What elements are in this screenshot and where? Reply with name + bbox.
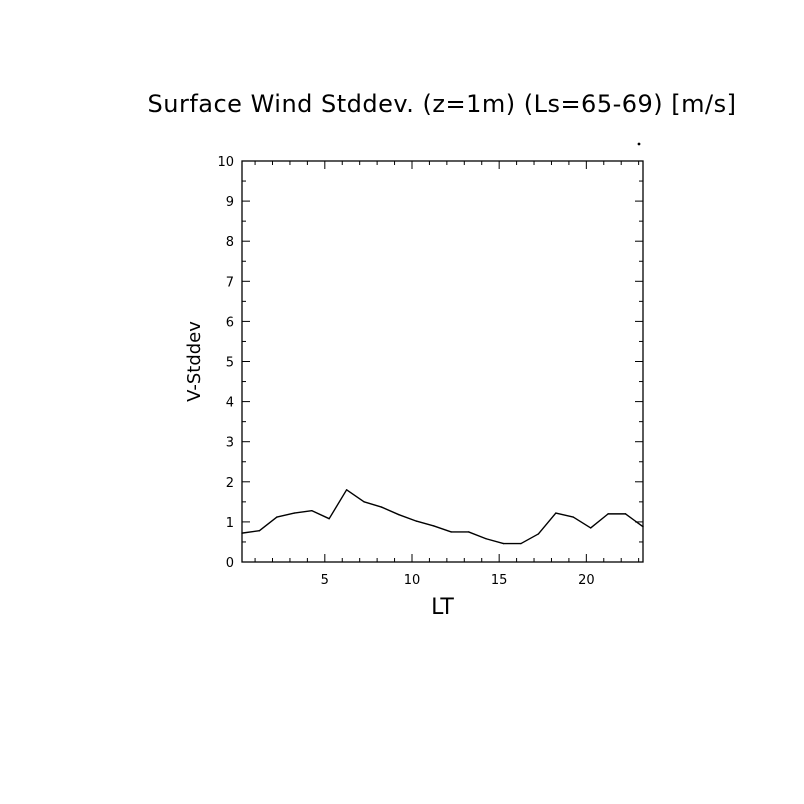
line-segment <box>311 509 330 520</box>
plot-frame <box>241 160 644 563</box>
y-tick-label: 1 <box>226 516 234 531</box>
chart-title: Surface Wind Stddev. (z=1m) (Ls=65-69) [… <box>148 90 737 118</box>
y-tick-label: 7 <box>226 275 234 290</box>
line-segment <box>624 513 644 528</box>
line-segment <box>293 509 313 514</box>
line-segment <box>328 489 348 520</box>
line-segment <box>241 530 261 534</box>
line-segment <box>380 506 400 516</box>
line-segment <box>537 512 557 535</box>
axis-ticks <box>242 160 643 563</box>
y-tick-label: 2 <box>226 476 234 491</box>
line-segment <box>398 513 418 522</box>
line-segment <box>485 538 505 545</box>
y-tick-label: 8 <box>226 235 234 250</box>
y-tick-label: 3 <box>226 436 234 451</box>
line-segment <box>467 531 487 540</box>
x-tick-label: 10 <box>404 573 421 588</box>
line-segment <box>363 501 383 508</box>
y-tick-label: 5 <box>226 356 234 371</box>
line-segment <box>589 513 609 529</box>
line-segment <box>345 489 365 503</box>
corner-dot <box>637 142 641 146</box>
line-segment <box>433 525 452 533</box>
data-lines <box>241 489 644 545</box>
x-tick-label: 20 <box>578 573 595 588</box>
y-tick-label: 4 <box>226 396 234 411</box>
y-axis-label: V-Stddev <box>184 321 205 402</box>
line-segment <box>258 516 278 532</box>
x-tick-label: 15 <box>491 573 508 588</box>
y-tick-label: 10 <box>217 155 234 170</box>
line-segment <box>520 533 540 545</box>
x-tick-label: 5 <box>321 573 329 588</box>
line-segment <box>572 516 592 529</box>
y-tick-label: 9 <box>226 195 234 210</box>
line-segment <box>555 512 574 518</box>
x-axis-label: LT <box>431 595 454 620</box>
line-segment <box>276 512 296 518</box>
y-tick-label: 0 <box>226 556 234 571</box>
y-tick-label: 6 <box>226 315 234 330</box>
line-segment <box>415 520 435 527</box>
tick-labels: 0 1 2 3 4 5 6 7 8 9 10 5 10 15 20 <box>217 155 594 588</box>
